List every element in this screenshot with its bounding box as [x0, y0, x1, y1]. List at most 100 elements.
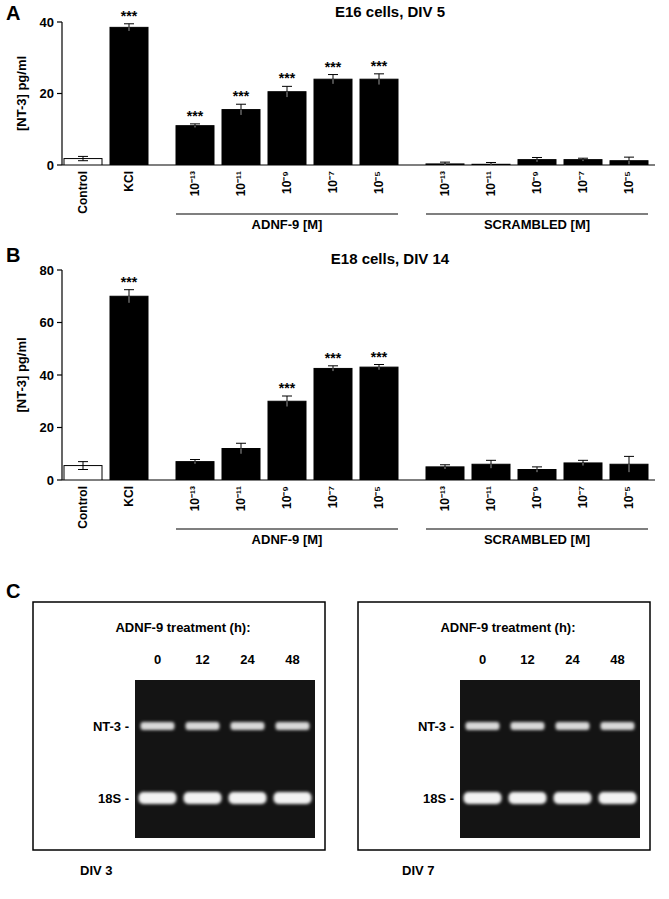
x-tick-label: 10⁻¹¹	[234, 171, 248, 196]
chart-title: E16 cells, DIV 5	[335, 3, 445, 20]
bar	[222, 110, 260, 165]
error-stem-inner	[491, 164, 492, 165]
band-label: NT-3 -	[93, 719, 129, 734]
x-tick-label: 10⁻⁵	[372, 171, 386, 194]
gel-image	[135, 680, 315, 838]
significance-label: ***	[371, 349, 388, 365]
gel-frame	[358, 602, 650, 850]
gel-title: ADNF-9 treatment (h):	[115, 620, 250, 635]
error-bar	[282, 396, 292, 407]
group-line	[176, 213, 398, 214]
error-stem	[629, 157, 630, 164]
x-tick-label: Control	[76, 171, 90, 214]
x-tick-label: 10⁻⁷	[326, 486, 340, 508]
x-tick-label: 10⁻⁷	[576, 171, 590, 193]
error-stem	[83, 156, 84, 160]
error-bar	[124, 24, 134, 31]
bar	[314, 368, 352, 480]
error-stem-inner	[129, 27, 130, 31]
bar	[110, 296, 148, 480]
x-tick-label: 10⁻¹¹	[234, 486, 248, 511]
bar	[222, 449, 260, 481]
error-bar	[374, 74, 384, 85]
x-tick-label: KCl	[122, 171, 136, 192]
error-stem-inner	[583, 160, 584, 161]
error-stem	[83, 462, 84, 470]
x-tick-label: Control	[76, 486, 90, 529]
error-stem	[537, 157, 538, 161]
lane-label: 24	[565, 652, 580, 667]
x-tick-label: 10⁻⁹	[530, 171, 544, 194]
y-axis-label: [NT-3] pg/ml	[14, 337, 29, 412]
bar	[176, 462, 214, 480]
18s-band	[184, 792, 222, 804]
error-stem-inner	[129, 296, 130, 303]
error-stem-inner	[491, 464, 492, 468]
error-cap	[440, 464, 450, 465]
error-cap	[578, 460, 588, 461]
y-axis-label: [NT-3] pg/ml	[14, 56, 29, 131]
significance-label: ***	[279, 380, 296, 396]
error-cap	[190, 459, 200, 460]
group-label: SCRAMBLED [M]	[484, 217, 590, 232]
18s-band	[274, 792, 312, 804]
panel-label: A	[6, 2, 20, 24]
gel-panel: CADNF-9 treatment (h):0122448NT-3 -18S -…	[6, 580, 650, 878]
x-tick-label: 10⁻¹³	[438, 171, 452, 196]
nt3-band	[141, 722, 175, 730]
x-tick-label: 10⁻¹¹	[484, 171, 498, 196]
x-tick-label: 10⁻⁹	[280, 171, 294, 194]
bars	[64, 24, 648, 165]
gel-image	[460, 680, 640, 838]
group-line	[426, 213, 648, 214]
lane-label: 12	[195, 652, 209, 667]
18s-band	[464, 792, 502, 804]
error-stem-inner	[379, 367, 380, 370]
error-stem	[629, 456, 630, 472]
error-stem	[129, 290, 130, 303]
bar	[268, 401, 306, 480]
gel-caption: DIV 7	[402, 863, 435, 878]
group-line	[176, 528, 398, 529]
lane-label: 12	[520, 652, 534, 667]
error-stem-inner	[195, 126, 196, 128]
error-stem-inner	[537, 160, 538, 162]
lane-label: 48	[610, 652, 624, 667]
band-label: NT-3 -	[418, 719, 454, 734]
error-cap	[486, 460, 496, 461]
x-tick-label: 10⁻⁵	[372, 486, 386, 509]
error-cap	[78, 469, 88, 470]
error-stem	[195, 460, 196, 464]
y-tick-label: 0	[47, 473, 54, 488]
error-cap	[532, 466, 542, 467]
y-tick-label: 40	[40, 15, 54, 30]
lane-label: 0	[479, 652, 486, 667]
group-label: ADNF-9 [M]	[252, 532, 323, 547]
error-stem-inner	[445, 164, 446, 165]
y-tick-label: 20	[40, 86, 54, 101]
y-tick	[57, 93, 62, 94]
error-cap	[532, 157, 542, 158]
error-bar	[440, 465, 450, 469]
error-bar	[578, 460, 588, 465]
error-stem	[333, 366, 334, 371]
y-tick-label: 80	[40, 263, 54, 278]
error-stem	[287, 86, 288, 97]
bars	[64, 290, 648, 480]
error-stem-inner	[195, 462, 196, 464]
bar	[360, 79, 398, 165]
error-stem	[445, 465, 446, 469]
significance-label: ***	[121, 8, 138, 24]
x-tick-label: KCl	[122, 486, 136, 507]
band-label: 18S -	[98, 791, 129, 806]
chart-title: E18 cells, DIV 14	[331, 250, 450, 267]
x-tick-label: 10⁻⁹	[530, 486, 544, 509]
error-cap	[624, 456, 634, 457]
error-bar	[578, 158, 588, 161]
gel-caption: DIV 3	[80, 863, 113, 878]
group-line	[426, 528, 648, 529]
significance-label: ***	[325, 350, 342, 366]
error-cap	[78, 461, 88, 462]
18s-band	[229, 792, 267, 804]
error-stem-inner	[537, 470, 538, 473]
